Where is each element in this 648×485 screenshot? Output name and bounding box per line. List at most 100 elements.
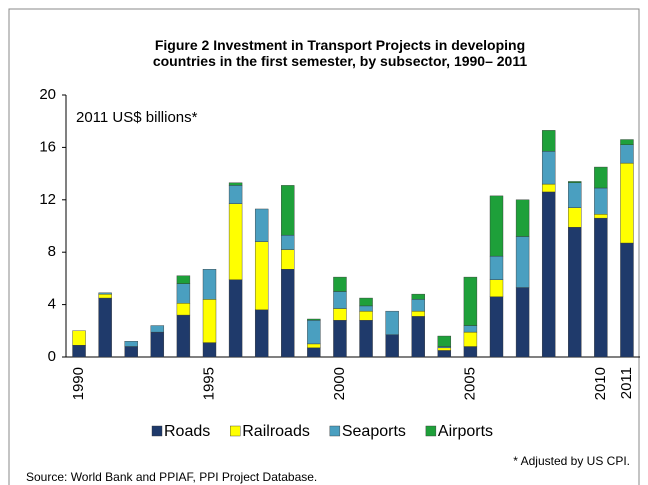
bar-segment [228, 185, 243, 204]
bar-segment [541, 191, 556, 358]
bar-segment [411, 299, 425, 312]
bar-segment [437, 347, 452, 351]
bar-segment [620, 144, 634, 164]
legend-swatch [230, 425, 241, 437]
bar-segment [620, 242, 634, 358]
bar-segment [307, 320, 321, 345]
y-tick-label: 4 [48, 296, 56, 313]
bar-segment [281, 249, 295, 270]
bar-segment [463, 346, 478, 358]
x-tick-label: 1990 [70, 367, 87, 400]
bar-segment [333, 320, 347, 358]
bar-segment [385, 310, 399, 335]
note: * Adjusted by US CPI. [513, 454, 630, 468]
bar-segment [228, 279, 243, 358]
legend-swatch [425, 425, 437, 437]
bar-segment [594, 187, 608, 215]
bar-segment [594, 166, 608, 189]
y-tick-label: 8 [48, 243, 56, 260]
bar-segment [124, 346, 138, 358]
y-tick-label: 0 [48, 348, 56, 365]
bar-segment [150, 325, 165, 333]
bar-segment [568, 182, 582, 208]
frame [8, 8, 640, 485]
y-tick-label: 12 [39, 191, 56, 208]
bar-segment [489, 195, 504, 257]
bar-segment [359, 305, 373, 312]
bar-segment [568, 181, 582, 183]
bar-segment [202, 299, 217, 343]
bar-segment [515, 236, 530, 288]
bar-segment [463, 276, 478, 326]
bar-segment [202, 342, 217, 358]
bar-segment [359, 297, 373, 307]
bar-segment [541, 151, 556, 185]
bar-segment [98, 292, 112, 295]
legend-label: Railroads [242, 423, 310, 440]
bar-segment [254, 208, 269, 242]
bar-segment [281, 269, 295, 358]
bar-segment [176, 303, 191, 316]
bar-segment [359, 320, 373, 358]
x-tick-label: 2011 [618, 367, 635, 399]
bar-segment [515, 199, 530, 237]
x-tick-label: 2010 [592, 367, 609, 400]
source: Source: World Bank and PPIAF, PPI Projec… [26, 470, 317, 484]
bar-segment [254, 241, 269, 311]
bar-segment [463, 325, 478, 333]
bar-segment [254, 309, 269, 358]
bar-segment [411, 316, 425, 358]
bar-segment [333, 308, 347, 321]
bar-segment [620, 162, 634, 244]
legend-label: Seaports [342, 423, 406, 440]
bar-segment [150, 331, 165, 358]
chart-title: Figure 2 Investment in Transport Project… [152, 37, 528, 69]
bar-segment [333, 291, 347, 309]
x-tick-label: 1995 [200, 367, 217, 400]
bar-segment [489, 296, 504, 358]
bar-segment [411, 310, 425, 317]
bar-segment [176, 275, 191, 284]
bar-segment [307, 347, 321, 358]
bar-segment [176, 314, 191, 358]
bar-segment [385, 334, 399, 358]
y-tick-label: 20 [39, 86, 56, 103]
bar-segment [281, 185, 295, 236]
x-tick-label: 2005 [461, 367, 478, 400]
bar-segment [515, 287, 530, 358]
legend-swatch [329, 425, 341, 437]
bar-segment [228, 203, 243, 280]
bar-segment [489, 255, 504, 280]
bar-segment [228, 182, 243, 186]
y-tick-label: 16 [39, 138, 56, 155]
bar-segment [72, 330, 86, 346]
unit-label: 2011 US$ billions* [76, 109, 198, 126]
bar-segment [594, 214, 608, 219]
bar-segment [176, 283, 191, 304]
bar-segment [307, 343, 321, 349]
bar-segment [202, 269, 217, 300]
bar-segment [98, 297, 112, 358]
legend-swatch [151, 425, 163, 437]
bar-segment [72, 345, 86, 358]
legend-label: Roads [164, 423, 210, 440]
bar-segment [568, 207, 582, 228]
bar-segment [437, 350, 452, 358]
bar-segment [594, 217, 608, 358]
legend-label: Airports [438, 423, 493, 440]
x-tick-label: 2000 [331, 367, 348, 400]
bar-segment [281, 234, 295, 250]
bar-segment [541, 183, 556, 193]
bar-segment [568, 227, 582, 358]
bar-segment [307, 318, 321, 321]
bar-segment [437, 335, 452, 347]
bar-segment [333, 276, 347, 292]
bar-segment [411, 293, 425, 300]
bar-segment [124, 341, 138, 347]
bar-segment [541, 130, 556, 152]
bar-segment [359, 310, 373, 321]
bar-segment [620, 139, 634, 145]
bar-segment [98, 293, 112, 299]
